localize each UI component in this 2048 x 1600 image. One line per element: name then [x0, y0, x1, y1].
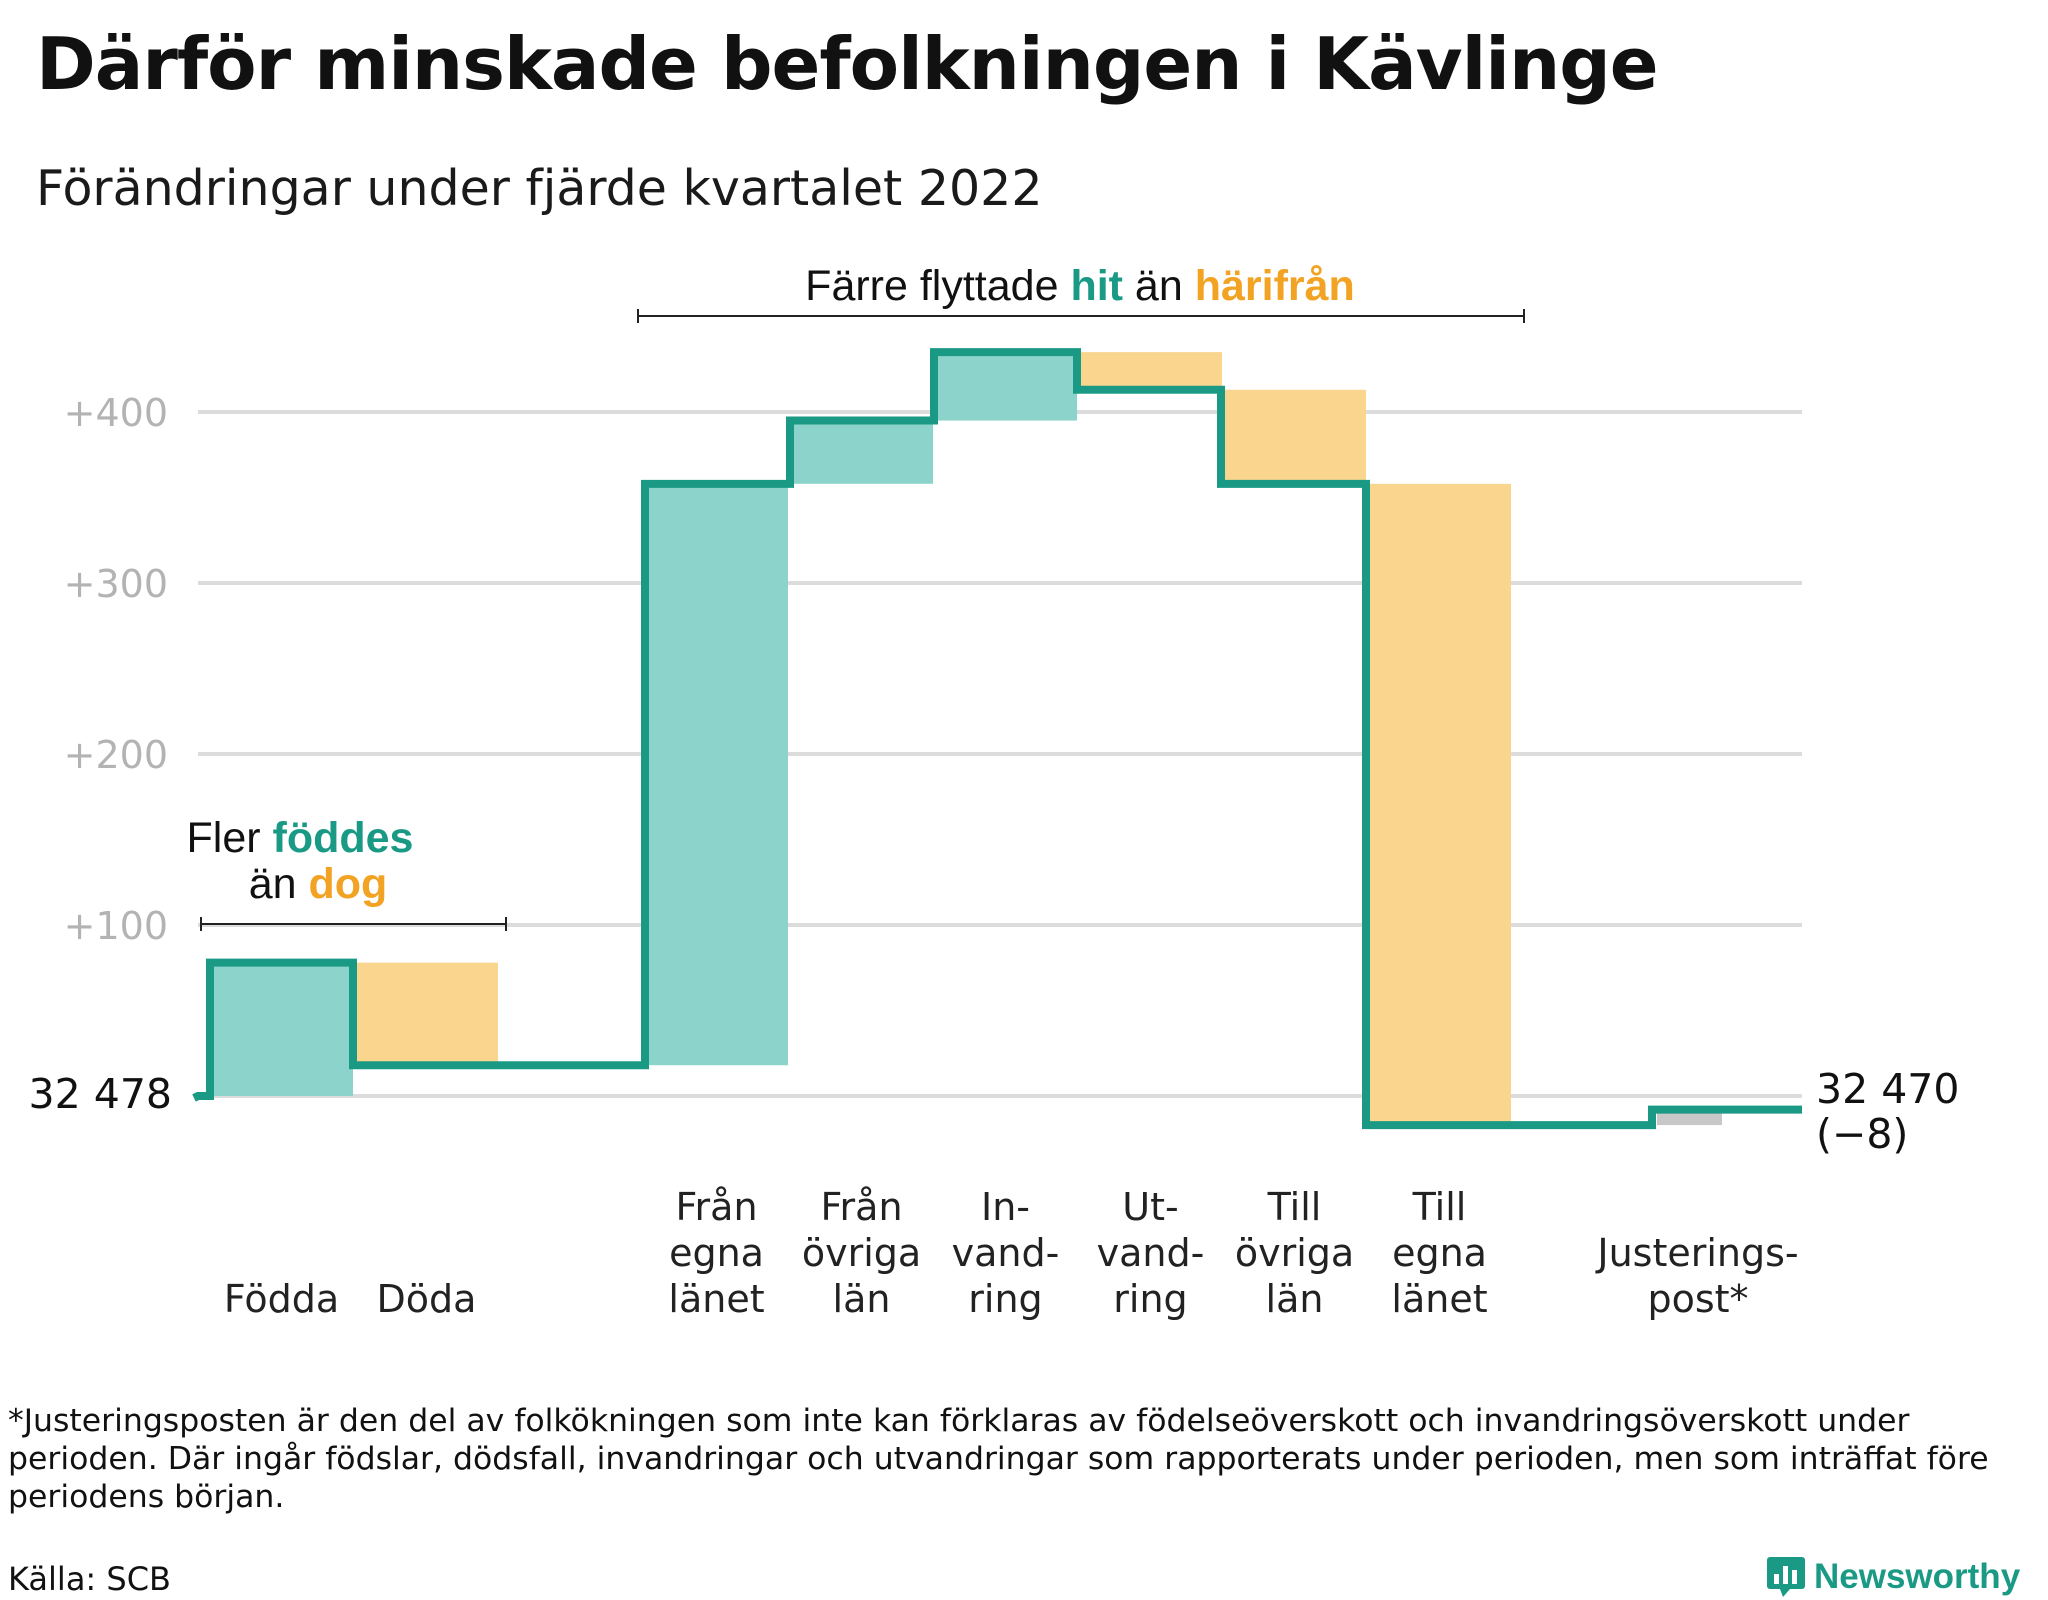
- category-label-8-0: Justerings-: [1595, 1231, 1798, 1275]
- bar-6: [1223, 389, 1366, 484]
- category-label-4-2: ring: [968, 1277, 1042, 1321]
- category-label-3-2: län: [833, 1277, 891, 1321]
- bar-5: [1079, 352, 1222, 390]
- bar-1: [355, 962, 498, 1066]
- births-deaths-annotation: Fler föddes än dog: [187, 814, 507, 931]
- category-label-3-0: Från: [820, 1185, 902, 1229]
- bar-0: [210, 962, 353, 1096]
- births-annotation-line2: än dog: [249, 860, 388, 908]
- start-value-label: 32 478: [29, 1070, 172, 1118]
- cumulative-line: [192, 348, 1802, 1130]
- category-label-7-0: Till: [1412, 1185, 1467, 1229]
- category-label-7-2: länet: [1391, 1277, 1487, 1321]
- category-label-8-1: post*: [1647, 1277, 1748, 1321]
- end-value-label: 32 470: [1816, 1065, 1959, 1113]
- category-label-6-2: län: [1266, 1277, 1324, 1321]
- category-label-6-1: övriga: [1235, 1231, 1354, 1275]
- migration-annotation: Färre flyttade hit än härifrån: [637, 262, 1525, 323]
- category-label-4-1: vand-: [952, 1231, 1060, 1275]
- footnote: *Justeringsposten är den del av folkökni…: [8, 1403, 1989, 1515]
- migration-annotation-text: Färre flyttade hit än härifrån: [805, 262, 1355, 310]
- bar-3: [790, 420, 933, 484]
- category-label-2-1: egna: [669, 1231, 764, 1275]
- category-label-0-0: Födda: [224, 1277, 339, 1321]
- newsworthy-logo-text: Newsworthy: [1814, 1557, 2021, 1596]
- births-annotation-line1: Fler föddes: [187, 814, 414, 862]
- newsworthy-logo-icon: [1767, 1557, 1805, 1597]
- y-tick-label-200: +200: [64, 733, 168, 777]
- category-label-6-0: Till: [1267, 1185, 1322, 1229]
- category-label-5-2: ring: [1113, 1277, 1187, 1321]
- category-label-2-0: Från: [675, 1185, 757, 1229]
- bar-4: [934, 352, 1077, 421]
- category-label-4-0: In-: [981, 1185, 1030, 1229]
- cumulative-population-line: [192, 348, 1802, 1130]
- y-tick-label-300: +300: [64, 562, 168, 606]
- category-label-5-1: vand-: [1097, 1231, 1205, 1275]
- category-labels: Födda DödaFrånegnalänetFrånövrigalänIn-va…: [224, 1185, 1799, 1321]
- newsworthy-logo: Newsworthy: [1766, 1556, 2020, 1598]
- category-label-3-1: övriga: [802, 1231, 921, 1275]
- bar-2: [645, 483, 788, 1066]
- source-note: Källa: SCB: [8, 1560, 171, 1598]
- bar-7: [1368, 483, 1511, 1126]
- category-label-1-0: Döda: [377, 1277, 477, 1321]
- waterfall-bars: [210, 352, 1722, 1126]
- y-tick-label-400: +400: [64, 391, 168, 435]
- chart-subtitle: Förändringar under fjärde kvartalet 2022: [36, 160, 1043, 217]
- category-label-7-1: egna: [1392, 1231, 1487, 1275]
- category-label-5-0: Ut-: [1122, 1185, 1178, 1229]
- category-label-2-2: länet: [668, 1277, 764, 1321]
- grid-lines: +100 +200 +300 +400: [64, 391, 1802, 1098]
- chart-title: Därför minskade befolkningen i Kävlinge: [36, 22, 1659, 106]
- net-change-label: (−8): [1816, 1110, 1908, 1158]
- y-tick-label-100: +100: [64, 904, 168, 948]
